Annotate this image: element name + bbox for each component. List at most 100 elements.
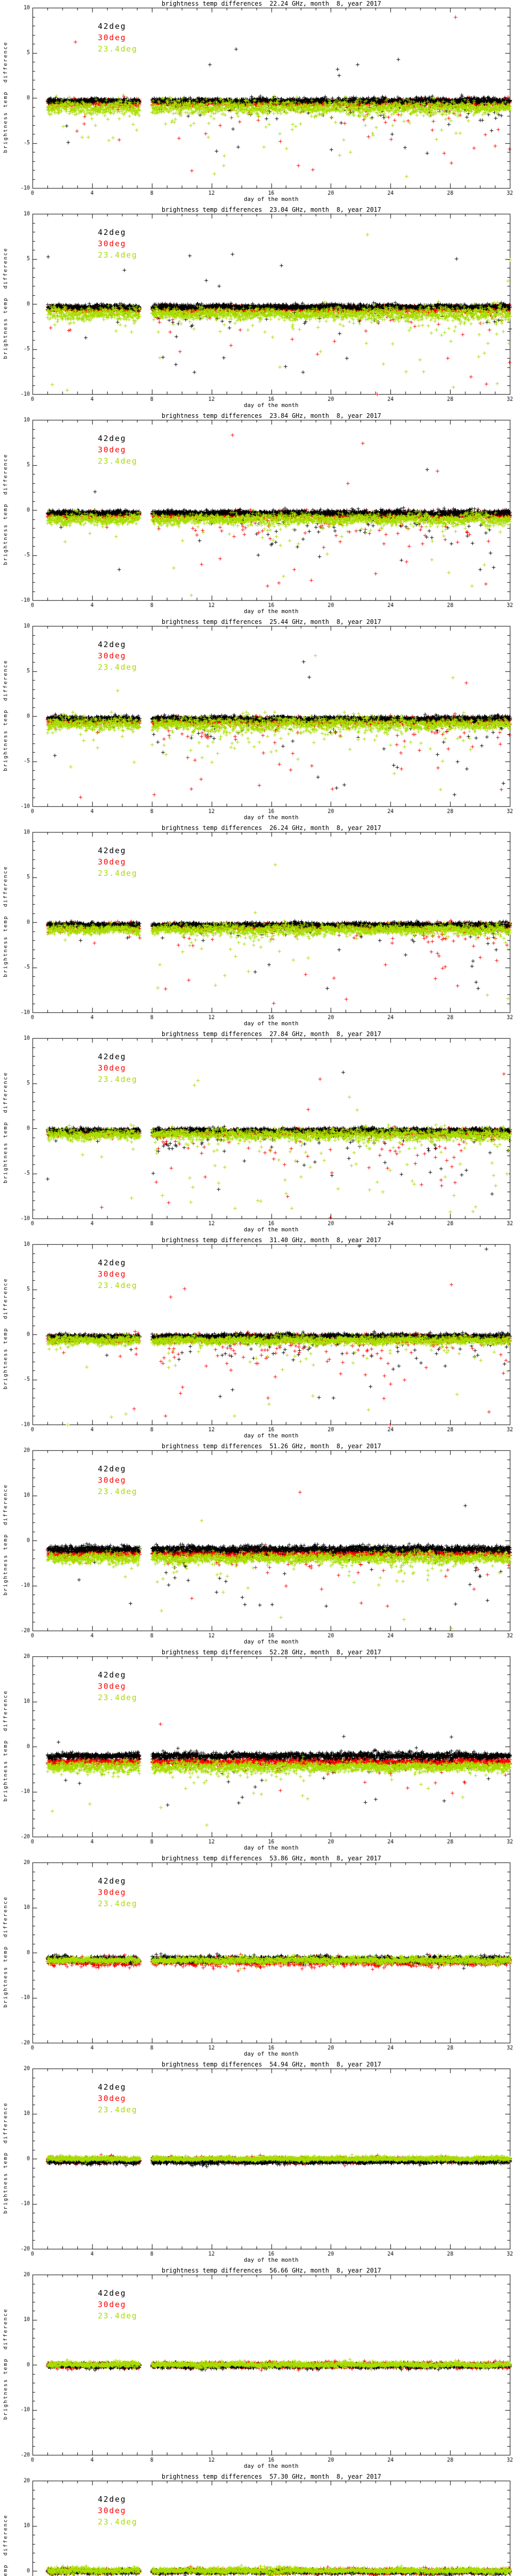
y-axis-label: brightness temp difference	[3, 41, 9, 153]
legend-item-42deg: 42deg	[98, 1464, 127, 1473]
y-axis-label: brightness temp difference	[3, 1072, 9, 1183]
legend-item-42deg: 42deg	[98, 1670, 127, 1680]
x-axis-label: day of the month	[244, 608, 299, 615]
plot-canvas	[0, 1236, 515, 1443]
legend-item-30deg: 30deg	[98, 1682, 127, 1691]
legend-item-30deg: 30deg	[98, 2094, 127, 2103]
legend-item-42deg: 42deg	[98, 22, 127, 31]
legend-item-30deg: 30deg	[98, 1888, 127, 1897]
y-axis-label: brightness temp difference	[3, 1484, 9, 1596]
legend-item-23-4deg: 23.4deg	[98, 456, 138, 466]
plot-title: brightness temp differences 22.24 GHz, m…	[161, 0, 382, 7]
plot-title: brightness temp differences 31.40 GHz, m…	[161, 1236, 382, 1244]
x-axis-label: day of the month	[244, 2463, 299, 2469]
plot-title: brightness temp differences 23.04 GHz, m…	[161, 206, 382, 213]
x-axis-label: day of the month	[244, 814, 299, 821]
scatter-plot-27.84ghz: brightness temp differences 27.84 GHz, m…	[0, 1030, 515, 1236]
plot-title: brightness temp differences 56.66 GHz, m…	[161, 2267, 382, 2274]
plot-title: brightness temp differences 57.30 GHz, m…	[161, 2473, 382, 2480]
plot-canvas	[0, 824, 515, 1030]
legend-item-30deg: 30deg	[98, 1269, 127, 1279]
y-axis-label: brightness temp difference	[3, 659, 9, 771]
plot-canvas	[0, 618, 515, 824]
legend-item-42deg: 42deg	[98, 228, 127, 237]
legend-item-23-4deg: 23.4deg	[98, 1693, 138, 1702]
legend-item-23-4deg: 23.4deg	[98, 250, 138, 260]
scatter-plot-26.24ghz: brightness temp differences 26.24 GHz, m…	[0, 824, 515, 1030]
legend-item-42deg: 42deg	[98, 1258, 127, 1267]
legend-item-30deg: 30deg	[98, 2300, 127, 2309]
legend-item-30deg: 30deg	[98, 2506, 127, 2515]
legend-item-42deg: 42deg	[98, 2082, 127, 2092]
legend-item-23-4deg: 23.4deg	[98, 869, 138, 878]
x-axis-label: day of the month	[244, 1638, 299, 1645]
legend-item-30deg: 30deg	[98, 445, 127, 454]
legend-item-42deg: 42deg	[98, 640, 127, 649]
y-axis-label: brightness temp difference	[3, 1896, 9, 2008]
y-axis-label: brightness temp difference	[3, 453, 9, 565]
legend-item-30deg: 30deg	[98, 651, 127, 660]
x-axis-label: day of the month	[244, 2257, 299, 2263]
y-axis-label: brightness temp difference	[3, 866, 9, 977]
legend-item-23-4deg: 23.4deg	[98, 2311, 138, 2320]
plot-title: brightness temp differences 26.24 GHz, m…	[161, 824, 382, 832]
legend-item-30deg: 30deg	[98, 1476, 127, 1485]
plot-canvas	[0, 1443, 515, 1649]
legend-item-23-4deg: 23.4deg	[98, 1075, 138, 1084]
scatter-plot-25.44ghz: brightness temp differences 25.44 GHz, m…	[0, 618, 515, 824]
y-axis-label: brightness temp difference	[3, 247, 9, 359]
scatter-plot-52.28ghz: brightness temp differences 52.28 GHz, m…	[0, 1649, 515, 1855]
y-axis-label: brightness temp difference	[3, 2102, 9, 2214]
legend-item-42deg: 42deg	[98, 846, 127, 855]
scatter-plot-56.66ghz: brightness temp differences 56.66 GHz, m…	[0, 2267, 515, 2473]
plot-title: brightness temp differences 25.44 GHz, m…	[161, 618, 382, 625]
plot-canvas	[0, 2061, 515, 2267]
plot-title: brightness temp differences 54.94 GHz, m…	[161, 2061, 382, 2068]
x-axis-label: day of the month	[244, 1844, 299, 1851]
legend-item-42deg: 42deg	[98, 2495, 127, 2504]
legend-item-23-4deg: 23.4deg	[98, 2517, 138, 2527]
legend-item-42deg: 42deg	[98, 1052, 127, 1061]
plot-canvas	[0, 412, 515, 618]
y-axis-label: brightness temp difference	[3, 1690, 9, 1802]
legend-item-30deg: 30deg	[98, 33, 127, 42]
plot-canvas	[0, 1649, 515, 1855]
x-axis-label: day of the month	[244, 2050, 299, 2057]
x-axis-label: day of the month	[244, 1226, 299, 1233]
scatter-plot-22.24ghz: brightness temp differences 22.24 GHz, m…	[0, 0, 515, 206]
legend-item-23-4deg: 23.4deg	[98, 1487, 138, 1496]
plot-title: brightness temp differences 52.28 GHz, m…	[161, 1649, 382, 1656]
legend-item-30deg: 30deg	[98, 857, 127, 867]
plot-canvas	[0, 206, 515, 412]
legend-item-23-4deg: 23.4deg	[98, 44, 138, 54]
scatter-plot-51.26ghz: brightness temp differences 51.26 GHz, m…	[0, 1443, 515, 1649]
scatter-plot-53.86ghz: brightness temp differences 53.86 GHz, m…	[0, 1855, 515, 2061]
plot-canvas	[0, 0, 515, 206]
plot-title: brightness temp differences 23.84 GHz, m…	[161, 412, 382, 419]
legend-item-23-4deg: 23.4deg	[98, 663, 138, 672]
plot-canvas	[0, 1855, 515, 2061]
y-axis-label: brightness temp difference	[3, 1278, 9, 1389]
scatter-plot-54.94ghz: brightness temp differences 54.94 GHz, m…	[0, 2061, 515, 2267]
plot-canvas	[0, 2473, 515, 2576]
scatter-plot-23.84ghz: brightness temp differences 23.84 GHz, m…	[0, 412, 515, 618]
x-axis-label: day of the month	[244, 1432, 299, 1439]
x-axis-label: day of the month	[244, 402, 299, 409]
y-axis-label: brightness temp difference	[3, 2308, 9, 2420]
legend-item-30deg: 30deg	[98, 239, 127, 248]
plot-title: brightness temp differences 53.86 GHz, m…	[161, 1855, 382, 1862]
legend-item-42deg: 42deg	[98, 434, 127, 443]
plot-title: brightness temp differences 51.26 GHz, m…	[161, 1443, 382, 1450]
plot-title: brightness temp differences 27.84 GHz, m…	[161, 1030, 382, 1038]
y-axis-label: brightness temp difference	[3, 2514, 9, 2576]
scatter-plot-23.04ghz: brightness temp differences 23.04 GHz, m…	[0, 206, 515, 412]
scatter-plot-31.40ghz: brightness temp differences 31.40 GHz, m…	[0, 1236, 515, 1443]
legend-item-30deg: 30deg	[98, 1063, 127, 1073]
plot-canvas	[0, 1030, 515, 1236]
x-axis-label: day of the month	[244, 1020, 299, 1027]
legend-item-42deg: 42deg	[98, 1876, 127, 1886]
legend-item-23-4deg: 23.4deg	[98, 1281, 138, 1290]
legend-item-23-4deg: 23.4deg	[98, 2105, 138, 2114]
scatter-plot-57.30ghz: brightness temp differences 57.30 GHz, m…	[0, 2473, 515, 2576]
x-axis-label: day of the month	[244, 196, 299, 202]
